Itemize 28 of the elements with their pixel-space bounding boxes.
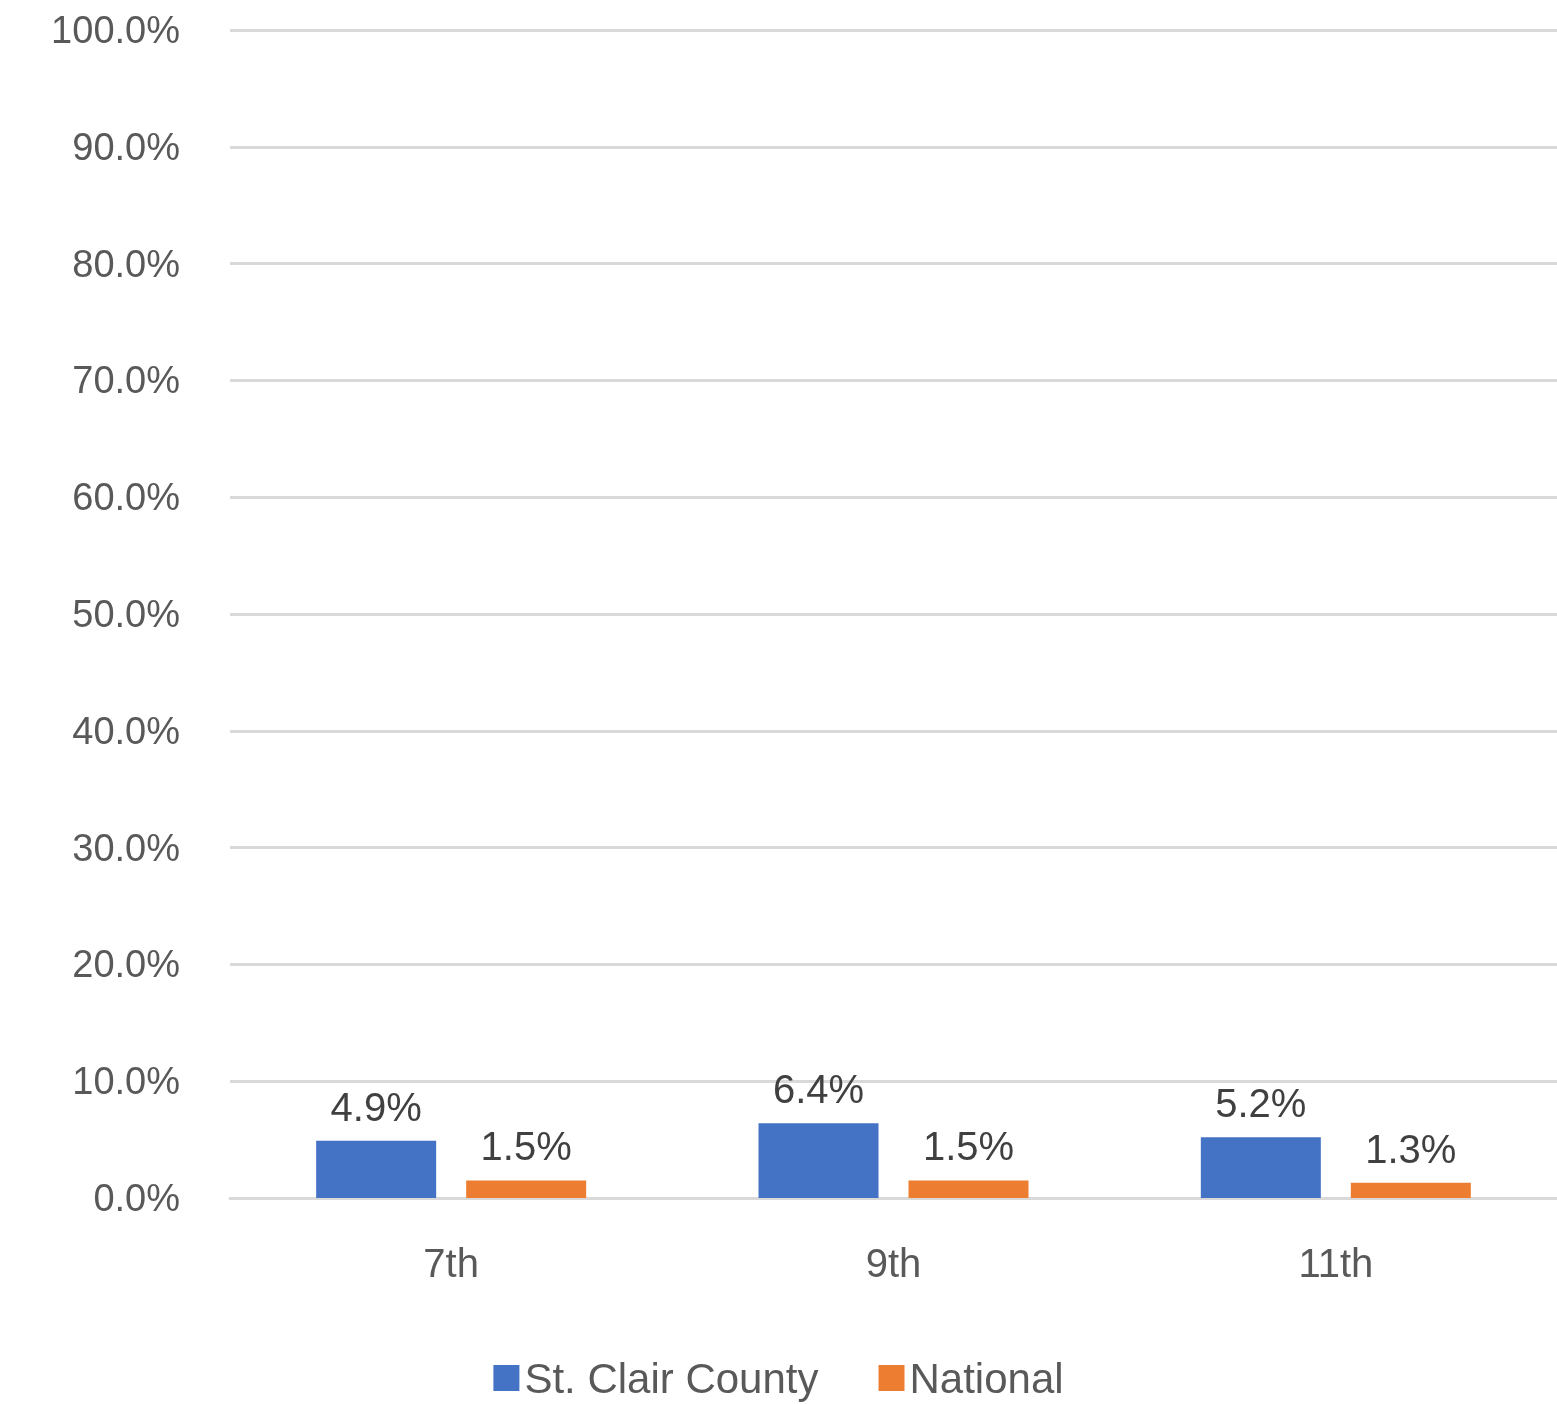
data-label: 5.2% [1215,1081,1307,1126]
bar [1350,1182,1471,1198]
data-label: 1.5% [922,1124,1015,1169]
y-tick-label: 80.0% [72,242,180,285]
y-tick-label: 10.0% [72,1060,180,1103]
legend-label: National [909,1354,1064,1402]
data-label: 4.9% [330,1084,422,1129]
data-label: 1.5% [480,1124,572,1169]
y-tick-label: 20.0% [72,943,180,986]
y-tick-label: 50.0% [72,593,180,635]
y-tick-label: 100.0% [51,9,180,51]
y-tick-label: 30.0% [72,826,180,869]
y-tick-label: 90.0% [72,125,180,168]
y-tick-label: 70.0% [72,359,180,402]
data-label: 1.3% [1365,1126,1457,1171]
bar [1200,1137,1321,1198]
data-label: 6.4% [772,1067,865,1112]
bar [758,1123,879,1198]
y-tick-label: 60.0% [72,476,180,519]
x-tick-label: 11th [1298,1241,1374,1285]
bar [316,1140,437,1198]
x-tick-label: 7th [423,1241,479,1285]
legend-label: St. Clair County [524,1354,819,1402]
x-tick-label: 9th [865,1241,922,1285]
y-tick-label: 0.0% [93,1177,180,1219]
y-tick-label: 40.0% [72,709,180,752]
bar [466,1180,587,1198]
bar [908,1180,1029,1198]
